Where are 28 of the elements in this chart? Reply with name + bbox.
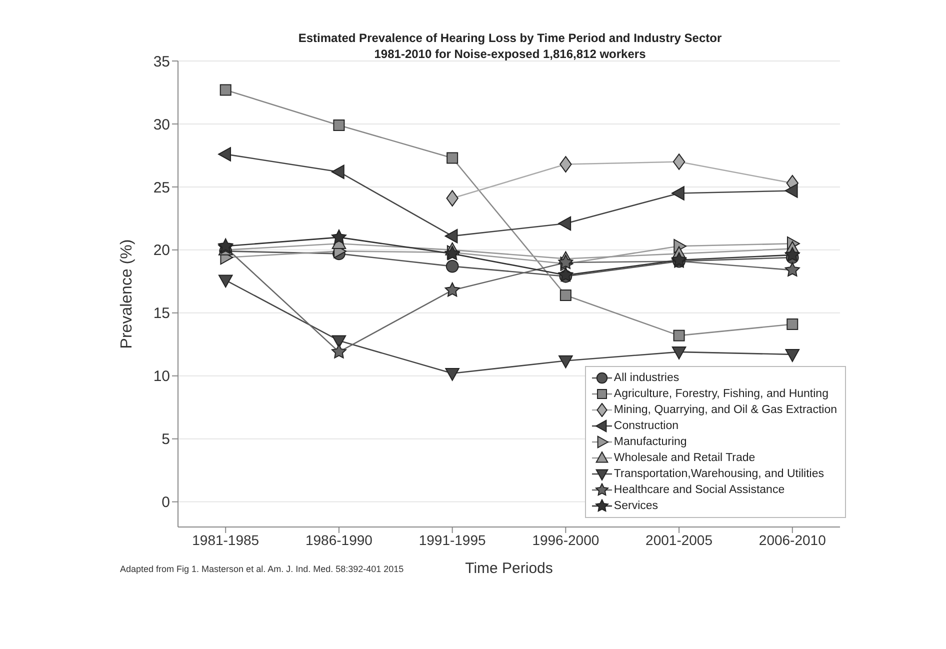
- legend-label: Wholesale and Retail Trade: [614, 452, 756, 464]
- legend-label: Manufacturing: [614, 436, 687, 448]
- x-tick-label: 1996-2000: [532, 532, 600, 548]
- y-tick-label: 15: [153, 305, 170, 322]
- text: Adapted from Fig 1. Masterson et al. Am. J. Ind. Med. 58:392-401 2015: [120, 564, 404, 574]
- x-tick-label: 1981-1985: [192, 532, 260, 548]
- legend-label: Transportation,Warehousing, and Utilities: [614, 468, 824, 480]
- y-tick-label: 20: [153, 242, 170, 260]
- chart-title: Estimated Prevalence of Hearing Loss by Time Period and Industry Sector: [297, 30, 723, 46]
- legend-label: Agriculture, Forestry, Fishing, and Hunting: [614, 388, 828, 400]
- x-axis-title: Time Periods: [465, 560, 553, 577]
- y-tick-label: 25: [153, 179, 170, 196]
- x-tick-label: 1986-1990: [305, 532, 373, 548]
- legend-label: Healthcare and Social Assistance: [614, 484, 785, 496]
- y-tick-label: 35: [153, 53, 170, 70]
- y-axis-title: Prevalence (%): [118, 239, 136, 349]
- y-tick-label: 5: [162, 431, 170, 448]
- y-tick-label: 10: [153, 368, 170, 386]
- legend-label: Construction: [614, 420, 678, 432]
- x-tick-label: 2001-2005: [646, 532, 713, 548]
- x-tick-label: 2006-2010: [758, 532, 826, 548]
- chart-subtitle: 1981-2010 for Noise-exposed 1,816,812 workers: [373, 46, 647, 62]
- y-tick-label: 0: [162, 494, 170, 512]
- legend-label: Services: [614, 500, 658, 512]
- x-tick-label: 1991-1995: [418, 532, 486, 548]
- y-tick-label: 30: [153, 116, 170, 134]
- legend-label: Mining, Quarrying, and Oil & Gas Extraction: [614, 404, 837, 416]
- legend-label: All industries: [614, 372, 680, 384]
